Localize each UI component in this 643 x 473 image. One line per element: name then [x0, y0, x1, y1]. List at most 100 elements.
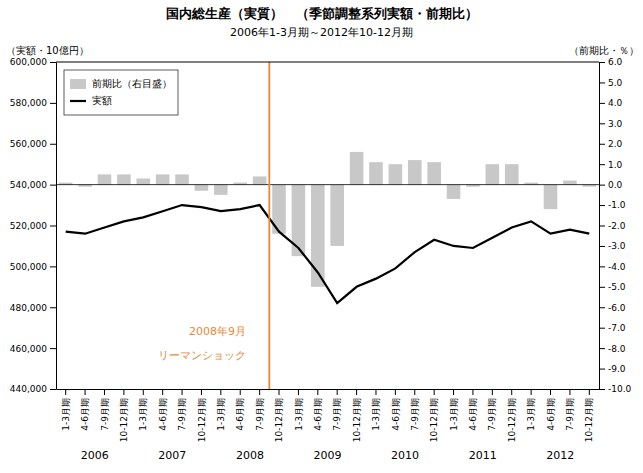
- y2-tick-mark: [599, 123, 605, 124]
- y-axis-title: （実額・10億円）: [6, 45, 89, 56]
- bar: [253, 176, 267, 184]
- y2-tick-mark: [599, 164, 605, 165]
- x-tick: 1-3月期: [138, 389, 148, 431]
- x-tick-label: 1-3月期: [371, 398, 381, 431]
- y2-tick: 0.0: [599, 180, 623, 190]
- y-tick-label: 600,000: [10, 57, 47, 67]
- vertical-line: [268, 62, 270, 389]
- x-tick: 10-12月期: [429, 389, 439, 442]
- y2-tick-mark: [599, 62, 605, 63]
- x-tick-label: 7-9月期: [487, 398, 497, 431]
- y2-tick: -7.0: [599, 323, 626, 333]
- x-tick: 1-3月期: [294, 389, 304, 431]
- y-tick-label: 580,000: [10, 98, 47, 108]
- y2-tick: -6.0: [599, 303, 626, 313]
- y2-tick: -1.0: [599, 200, 626, 210]
- bar: [214, 185, 228, 195]
- y-tick: 460,000: [10, 344, 56, 354]
- bar: [117, 174, 131, 184]
- group-label: 2009: [314, 449, 342, 462]
- x-tick-mark: [182, 389, 183, 395]
- y-tick: 600,000: [10, 57, 56, 67]
- x-tick-label: 7-9月期: [177, 398, 187, 431]
- zero-line: [56, 184, 599, 185]
- y2-tick-mark: [599, 246, 605, 247]
- y2-tick-label: -6.0: [608, 303, 626, 313]
- group-label: 2008: [236, 449, 264, 462]
- y2-tick-label: 0.0: [608, 180, 623, 190]
- legend: 前期比（右目盛） 実額: [64, 70, 178, 115]
- x-tick: 7-9月期: [410, 389, 420, 431]
- x-tick-mark: [123, 389, 124, 395]
- x-tick: 7-9月期: [177, 389, 187, 431]
- x-tick-label: 4-6月期: [235, 398, 245, 431]
- y-tick-mark: [50, 185, 56, 186]
- x-tick: 7-9月期: [565, 389, 575, 431]
- x-tick-mark: [298, 389, 299, 395]
- x-tick-mark: [337, 389, 338, 395]
- group-label: 2012: [546, 449, 574, 462]
- y2-tick: 4.0: [599, 98, 623, 108]
- x-tick-mark: [492, 389, 493, 395]
- y2-tick: -9.0: [599, 364, 626, 374]
- y-tick-label: 480,000: [10, 303, 47, 313]
- x-tick-mark: [162, 389, 163, 395]
- x-tick-mark: [414, 389, 415, 395]
- x-tick-mark: [85, 389, 86, 395]
- line: [66, 205, 590, 303]
- y2-tick-label: -3.0: [608, 241, 626, 251]
- group-label: 2011: [469, 449, 497, 462]
- x-tick: 4-6月期: [313, 389, 323, 431]
- x-tick: 4-6月期: [391, 389, 401, 431]
- x-tick-mark: [472, 389, 473, 395]
- y2-tick-label: 5.0: [608, 78, 623, 88]
- x-tick: 4-6月期: [468, 389, 478, 431]
- y2-tick: 1.0: [599, 160, 623, 170]
- y2-tick: -10.0: [599, 384, 632, 394]
- y-tick-label: 440,000: [10, 384, 47, 394]
- group-label: 2006: [81, 449, 109, 462]
- annotation: 2008年9月: [189, 325, 246, 338]
- x-tick-label: 1-3月期: [61, 398, 71, 431]
- y2-tick: 3.0: [599, 119, 623, 129]
- x-tick: 10-12月期: [507, 389, 517, 442]
- x-tick-mark: [356, 389, 357, 395]
- y2-tick-mark: [599, 103, 605, 104]
- y2-tick-mark: [599, 369, 605, 370]
- y2-tick-mark: [599, 287, 605, 288]
- x-tick: 1-3月期: [61, 389, 71, 431]
- title: 国内総生産（実質） （季節調整系列実額・前期比）: [166, 6, 478, 21]
- x-tick-label: 1-3月期: [526, 398, 536, 431]
- x-tick-label: 7-9月期: [410, 398, 420, 431]
- y2-tick-label: -4.0: [608, 262, 626, 272]
- y-tick-mark: [50, 144, 56, 145]
- y2-tick-mark: [599, 226, 605, 227]
- y2-tick-label: -2.0: [608, 221, 626, 231]
- bar: [292, 185, 306, 257]
- y2-tick-label: -8.0: [608, 344, 626, 354]
- y2-tick-mark: [599, 348, 605, 349]
- y-tick-label: 540,000: [10, 180, 47, 190]
- y-tick: 580,000: [10, 98, 56, 108]
- legend-item: 前期比（右目盛）: [70, 78, 172, 89]
- x-tick: 1-3月期: [371, 389, 381, 431]
- legend-label: 実額: [92, 95, 112, 106]
- x-tick-mark: [279, 389, 280, 395]
- x-tick: 7-9月期: [487, 389, 497, 431]
- x-tick-label: 10-12月期: [119, 398, 129, 442]
- x-tick: 10-12月期: [119, 389, 129, 442]
- x-tick: 4-6月期: [235, 389, 245, 431]
- bar: [98, 174, 112, 184]
- y2-tick-label: 1.0: [608, 160, 623, 170]
- y2-tick-mark: [599, 307, 605, 308]
- y-tick: 440,000: [10, 384, 56, 394]
- y-tick: 540,000: [10, 180, 56, 190]
- y-tick-label: 520,000: [10, 221, 47, 231]
- bar-series: [59, 152, 596, 287]
- y2-tick-mark: [599, 185, 605, 186]
- y-tick-label: 560,000: [10, 139, 47, 149]
- bar: [447, 185, 461, 199]
- y2-tick: 2.0: [599, 139, 623, 149]
- legend-swatch: [70, 79, 86, 89]
- bar: [408, 160, 422, 185]
